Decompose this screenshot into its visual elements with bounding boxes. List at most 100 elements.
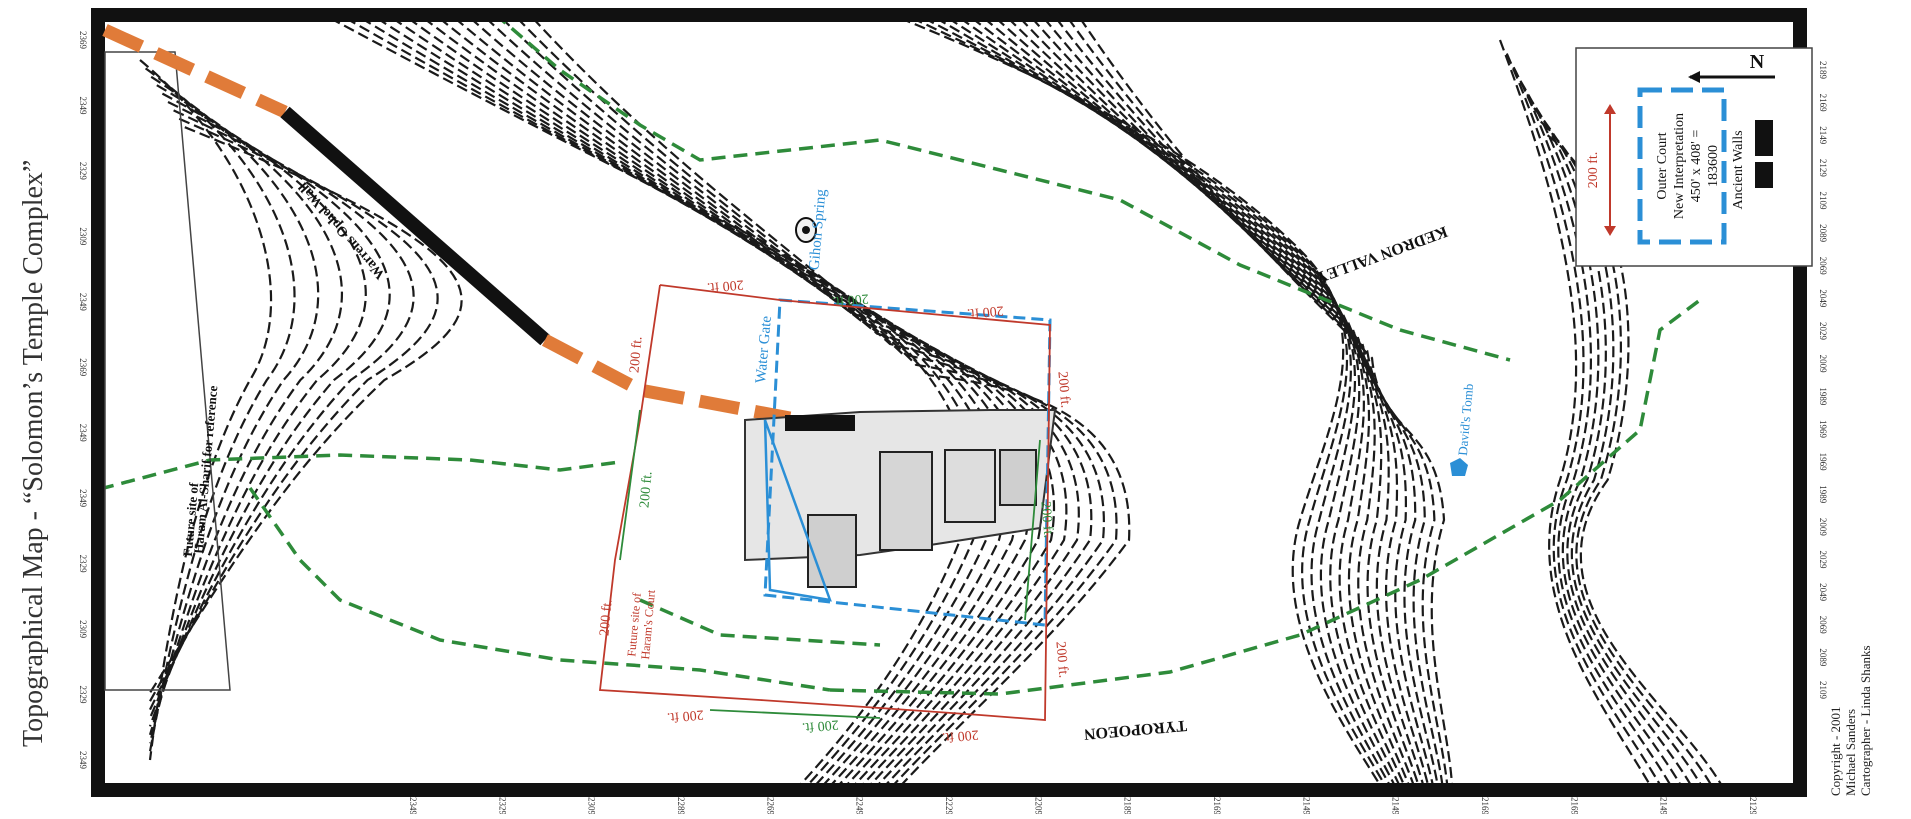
elevation-labels-left: 2369 2349 2329 2309 2349 2369 2349 2349 2329 2309…	[78, 31, 88, 770]
dim-red-left-upper: 200 ft.	[627, 336, 645, 374]
elevation-label: 2249	[855, 797, 865, 814]
map-title: Topographical Map - “Solomon’s Temple Co…	[18, 159, 49, 747]
dim-green-left: 200 ft.	[637, 471, 655, 509]
contour-line	[144, 67, 296, 752]
contour-line	[1512, 66, 1672, 786]
davids-tomb-label: David's Tomb	[1455, 383, 1476, 456]
water-gate-label: Water Gate	[753, 315, 775, 384]
elevation-label: 2349	[78, 293, 88, 312]
contour-line	[1019, 17, 1430, 786]
outer-court-outline	[763, 298, 1052, 627]
contour-line	[345, 17, 983, 786]
elevation-label: 2149	[1818, 126, 1828, 145]
water-gate-structure	[785, 415, 855, 431]
elevation-label: 2109	[1818, 192, 1828, 211]
elevation-label: 2069	[1818, 616, 1828, 635]
elevation-label: 2329	[78, 555, 88, 574]
elevation-label: 2149	[1391, 797, 1401, 814]
contour-line	[149, 117, 439, 702]
elevation-label: 2169	[1818, 94, 1828, 113]
dim-red-bottom-right: 200 ft.	[941, 726, 979, 744]
legend-outer-court-rect	[1637, 87, 1727, 245]
contour-line	[1031, 17, 1434, 786]
ancient-walls-swatch-2	[1755, 162, 1773, 188]
contour-lines	[139, 16, 1723, 786]
contour-line	[148, 75, 320, 744]
elevation-label: 2009	[1818, 518, 1828, 537]
elevation-label: 2349	[78, 96, 88, 115]
inner-court-edge	[763, 419, 832, 602]
green-route-lines	[99, 12, 1702, 696]
legend-outer-court: Outer Court	[1655, 132, 1670, 199]
contour-line	[971, 17, 1410, 786]
contour-line	[899, 16, 1381, 786]
elevation-label: 2369	[78, 358, 88, 377]
contour-line	[1498, 39, 1651, 786]
red-dimension-lines	[598, 284, 1051, 721]
haram-reference-outline	[104, 51, 231, 691]
legend-box	[1575, 47, 1813, 267]
legend-area: 183600	[1706, 145, 1721, 187]
elevation-label: 2329	[497, 797, 507, 814]
elevation-label: 2349	[78, 424, 88, 443]
contour-line	[438, 17, 1056, 786]
ophel-wall-orange-north	[102, 24, 288, 118]
contour-line	[516, 17, 1118, 786]
legend-ancient-walls: Ancient Walls	[1731, 130, 1746, 209]
elevation-label: 2289	[676, 797, 686, 814]
legend-new-interpretation: New Interpretation	[1672, 113, 1687, 219]
elevation-label: 2169	[1212, 797, 1222, 814]
legend-north-label: N	[1750, 51, 1765, 73]
elevation-label: 1969	[1818, 420, 1828, 439]
dim-red-right-lower: 200 ft.	[1052, 641, 1070, 679]
elevation-label: 2149	[1659, 797, 1669, 814]
elevation-label: 2349	[408, 797, 418, 814]
elevation-label: 2369	[78, 31, 88, 50]
contour-line	[422, 17, 1043, 786]
elevation-label: 1989	[1818, 387, 1828, 406]
temple-building-east	[999, 449, 1037, 506]
elevation-label: 1989	[1818, 485, 1828, 504]
temple-building-west	[807, 514, 857, 588]
contour-line	[149, 109, 415, 711]
elevation-label: 2229	[944, 797, 954, 814]
copyright-block: Copyright - 2001 Michael Sanders Cartogr…	[1828, 645, 1873, 796]
green-route-left	[99, 453, 621, 491]
copyright-line-3: Cartographer - Linda Shanks	[1858, 645, 1873, 796]
legend-dims: 450' x 408' =	[1689, 130, 1704, 203]
dim-red-top-left: 200 ft.	[706, 276, 744, 294]
warrens-ophel-wall	[280, 106, 550, 346]
tyropoeon-label: TYROPOEON	[1083, 717, 1188, 743]
court-site-label-line1: Future site of	[624, 592, 644, 657]
green-route-lower	[248, 487, 831, 692]
elevation-label: 2029	[1818, 322, 1828, 341]
elevation-label: 2069	[1818, 257, 1828, 276]
davids-tomb-marker	[1450, 458, 1468, 476]
kedron-valley-label: KEDRON VALLEY	[1313, 223, 1449, 287]
contour-line	[148, 101, 391, 719]
elevation-label: 2309	[78, 227, 88, 246]
green-route-inner	[639, 598, 881, 647]
green-dimension-lines	[619, 409, 1041, 719]
elevation-label: 2009	[1818, 355, 1828, 374]
contour-line	[149, 126, 463, 694]
elevation-label: 2049	[1818, 289, 1828, 308]
contour-line	[1505, 53, 1662, 786]
contour-line	[1546, 134, 1723, 786]
elevation-label: 2189	[1818, 61, 1828, 80]
haram-site-label-line1: Future site of	[180, 481, 201, 557]
contour-line	[139, 59, 273, 761]
elevation-label: 2169	[1569, 797, 1579, 814]
dim-red-left-lower: 200 ft.	[597, 599, 615, 637]
contour-line	[391, 17, 1019, 786]
contour-line	[995, 17, 1420, 786]
contour-line	[360, 17, 995, 786]
elevation-label: 2169	[1480, 797, 1490, 814]
elevation-labels-bottom: 2349 2329 2309 2289 2269 2249 2229 2209 2189 2169…	[408, 797, 1758, 816]
contour-line	[1007, 17, 1425, 786]
dim-blue-top: 200 ft.	[831, 290, 869, 308]
copyright-line-2: Michael Sanders	[1843, 708, 1858, 796]
elevation-label: 2349	[78, 751, 88, 770]
